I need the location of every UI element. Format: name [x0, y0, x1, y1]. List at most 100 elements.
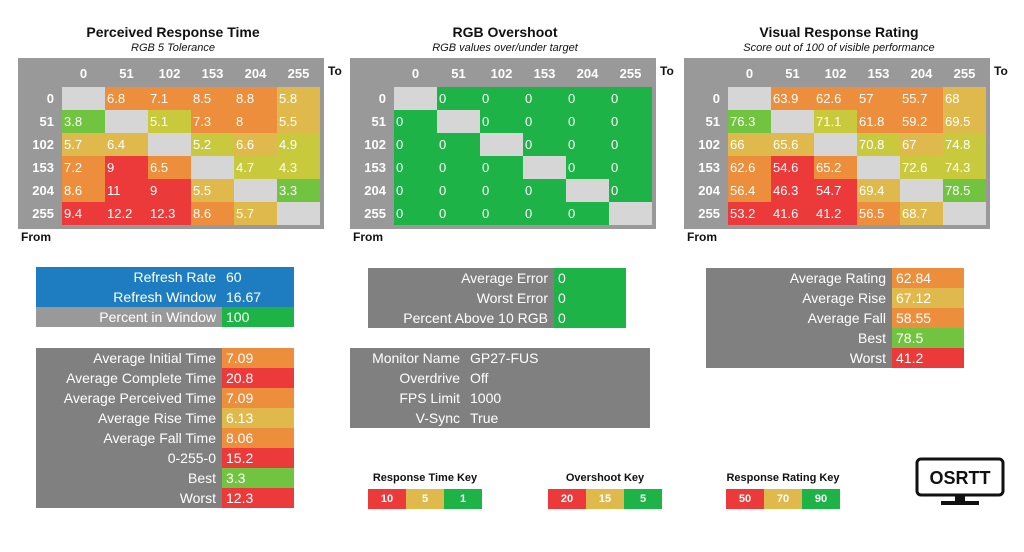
grid-cell: 65.6 [771, 133, 814, 156]
grid-cell: 0 [566, 87, 609, 110]
row-value: Off [470, 370, 489, 386]
grid-body: 0 0 51 51 102 102 153 153 204 204 255 255 0 0 0 0 0 0 0 0 0 0… [350, 58, 656, 229]
row-header: 51 [39, 114, 54, 129]
grid-cell [437, 110, 480, 133]
row-label: Average Complete Time [66, 370, 216, 386]
to-label: To [328, 64, 342, 78]
grid-cell: 0 [523, 110, 566, 133]
row-header: 255 [32, 206, 54, 221]
column-header: 102 [490, 66, 513, 81]
grid-cell: 56.5 [857, 202, 900, 225]
grid-cell [609, 202, 652, 225]
row-label: Refresh Rate [36, 267, 222, 287]
grid-body: 0 0 51 51 102 102 153 153 204 204 255 255 6.8 7.1 8.5 8… [18, 58, 324, 229]
row-label: Worst [849, 350, 886, 366]
grid-cell: 61.8 [857, 110, 900, 133]
column-header: 0 [79, 66, 88, 81]
row-value: 78.5 [892, 328, 964, 348]
key-cell: 50 [726, 489, 764, 509]
column-header: 204 [910, 66, 933, 81]
grid-cell: 0 [480, 87, 523, 110]
osrtt-logo: OSRTT [915, 457, 1005, 507]
grid-cell [523, 156, 566, 179]
grid-cell: 6.8 [105, 87, 148, 110]
row-label: Average Rating [789, 270, 886, 286]
column-header: 102 [158, 66, 181, 81]
monitor-info-table: Monitor Name GP27-FUS Overdrive Off FPS Limi… [350, 348, 650, 428]
row-label: Percent Above 10 RGB [403, 310, 548, 326]
grid-cell: 41.2 [814, 202, 857, 225]
grid-cell [480, 133, 523, 156]
row-header: 255 [364, 206, 386, 221]
row-value: 1000 [470, 390, 502, 406]
table-row: 0-255-0 15.2 [36, 448, 294, 468]
grid-cell: 7.3 [191, 110, 234, 133]
grid-cell: 5.7 [234, 202, 277, 225]
column-header: 255 [953, 66, 976, 81]
grid-cell: 57 [857, 87, 900, 110]
column-header: 255 [287, 66, 310, 81]
grid-cell: 4.3 [277, 156, 320, 179]
table-row: Best 78.5 [706, 328, 964, 348]
grid-cell: 5.5 [277, 110, 320, 133]
grid-cell: 62.6 [728, 156, 771, 179]
row-label: Best [857, 330, 886, 346]
key-cell: 5 [406, 489, 444, 509]
row-header: 51 [705, 114, 720, 129]
grid-cell: 69.5 [943, 110, 986, 133]
row-value: 16.67 [222, 287, 294, 307]
row-header: 0 [378, 91, 386, 106]
grid-cell: 4.7 [234, 156, 277, 179]
row-value: 3.3 [222, 468, 294, 488]
key-title: Response Rating Key [726, 472, 840, 484]
grid-cell: 56.4 [728, 179, 771, 202]
grid-cell: 0 [523, 133, 566, 156]
table-row: Best 3.3 [36, 468, 294, 488]
grid-cell [771, 110, 814, 133]
row-label: Average Perceived Time [63, 390, 216, 406]
row-label: Worst [179, 490, 216, 506]
grid-cell: 12.3 [148, 202, 191, 225]
row-label: 0-255-0 [167, 450, 216, 466]
column-header: 0 [745, 66, 754, 81]
table-row: Overdrive Off [350, 368, 650, 388]
column-header: 102 [824, 66, 847, 81]
row-value: 100 [222, 307, 294, 327]
grid-cell: 5.2 [191, 133, 234, 156]
table-row: Average Perceived Time 7.09 [36, 388, 294, 408]
row-label: Best [187, 470, 216, 486]
table-row: Average Complete Time 20.8 [36, 368, 294, 388]
grid-cell: 5.1 [148, 110, 191, 133]
grid-cell: 0 [609, 87, 652, 110]
row-label: Worst Error [476, 290, 548, 306]
grid-cell: 0 [437, 87, 480, 110]
grid-cell: 5.7 [62, 133, 105, 156]
grid-cell: 3.8 [62, 110, 105, 133]
column-header: 255 [619, 66, 642, 81]
grid-cell: 0 [523, 179, 566, 202]
grid-cell [105, 110, 148, 133]
row-value: GP27-FUS [470, 350, 539, 366]
grid-cell: 11 [105, 179, 148, 202]
grid-cell: 46.3 [771, 179, 814, 202]
grid-cell: 8.6 [62, 179, 105, 202]
table-row: V-Sync True [350, 408, 650, 428]
grid-cell: 0 [394, 133, 437, 156]
key-cell: 70 [764, 489, 802, 509]
column-header: 153 [533, 66, 556, 81]
grid-cell: 0 [609, 156, 652, 179]
row-value: 7.09 [222, 388, 294, 408]
key-cell: 20 [548, 489, 586, 509]
row-header: 51 [371, 114, 386, 129]
grid-cell [900, 179, 943, 202]
table-row: Refresh Rate 60 [36, 267, 294, 287]
grid-cell: 4.9 [277, 133, 320, 156]
table-row: Refresh Window 16.67 [36, 287, 294, 307]
row-label: Percent in Window [36, 307, 222, 327]
row-header: 102 [32, 137, 54, 152]
grid-title: Perceived Response Time [86, 24, 260, 40]
row-label: Refresh Window [36, 287, 222, 307]
grid-cell: 0 [480, 202, 523, 225]
grid-cell: 9 [105, 156, 148, 179]
row-header: 255 [698, 206, 720, 221]
